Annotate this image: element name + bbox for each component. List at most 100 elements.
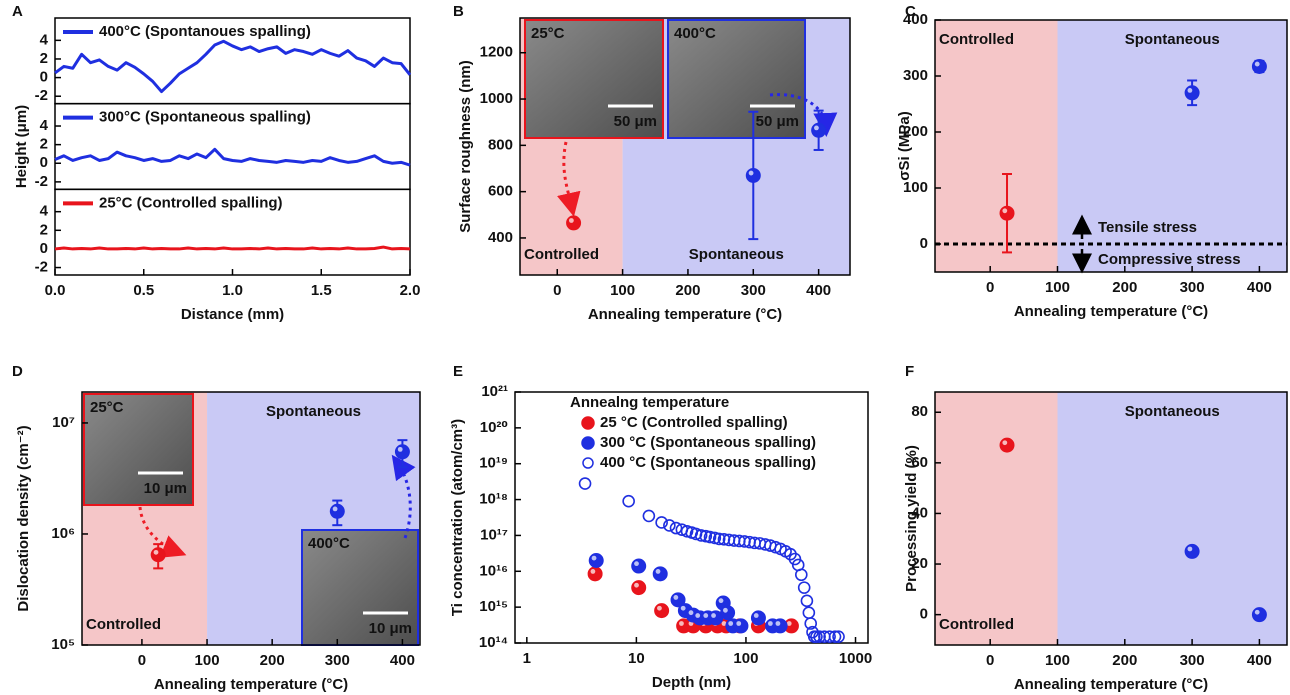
marker-highlight [748, 170, 754, 176]
y-tick-label: 0 [40, 69, 48, 86]
data-point [694, 529, 708, 542]
data-point [733, 618, 749, 634]
marker-highlight [655, 569, 661, 574]
x-tick-label: 300 [1180, 279, 1205, 296]
data-point [823, 630, 836, 643]
scale-label: 10 μm [369, 620, 412, 637]
data-point [811, 122, 827, 138]
region [935, 392, 1058, 645]
y-tick-label: 60 [911, 454, 928, 471]
data-point [1251, 607, 1267, 623]
scale-label: 10 μm [144, 480, 187, 497]
y-axis-label: Processing yield (%) [903, 445, 920, 592]
x-tick-label: 300 [325, 652, 350, 669]
data-point [1184, 85, 1200, 101]
x-tick-label: 0 [553, 282, 561, 299]
marker-highlight [657, 605, 662, 611]
data-point [703, 530, 717, 544]
marker-highlight [814, 125, 819, 131]
inset-label: 25°C [531, 25, 565, 42]
y-tick-label: 80 [911, 403, 928, 420]
data-point [680, 525, 694, 538]
marker-highlight [718, 598, 724, 604]
marker-highlight [728, 621, 734, 626]
region-label: Spontaneous [1125, 31, 1220, 48]
region [935, 20, 1058, 272]
data-point [642, 509, 656, 523]
y-tick-label: 0 [920, 235, 928, 252]
inset-image [83, 393, 194, 506]
marker-highlight [688, 610, 694, 616]
marker-highlight [397, 446, 403, 452]
data-point [1251, 58, 1267, 74]
x-axis-label: Distance (mm) [181, 306, 284, 323]
legend-label: 25 °C (Controlled spalling) [600, 414, 788, 431]
x-tick-label: 300 [741, 282, 766, 299]
marker-highlight [767, 621, 773, 626]
data-point [794, 568, 808, 582]
y-tick-label: 2 [40, 50, 48, 67]
region-label: Spontaneous [1125, 403, 1220, 420]
data-point [745, 167, 761, 183]
panel-label: E [453, 363, 463, 380]
data-point [810, 630, 823, 643]
data-point [772, 618, 788, 634]
data-point [788, 552, 802, 566]
marker-highlight [1002, 208, 1008, 214]
x-tick-label: 200 [260, 652, 285, 669]
marker-highlight [680, 605, 686, 611]
y-tick-label: 10¹⁸ [479, 491, 508, 508]
x-tick-label: 400 [1247, 652, 1272, 669]
x-tick-label: 10 [628, 650, 645, 667]
x-tick-label: 100 [733, 650, 758, 667]
data-point [631, 580, 647, 596]
dotted-arrow [557, 141, 581, 217]
data-point [813, 630, 826, 643]
data-line [54, 39, 412, 94]
data-point [631, 558, 647, 574]
x-tick-label: 100 [195, 652, 220, 669]
marker-highlight [1187, 546, 1193, 552]
x-tick-label: 100 [610, 282, 635, 299]
legend-label: 25°C (Controlled spalling) [99, 194, 283, 211]
panel-label: B [453, 3, 464, 20]
y-tick-label: 1200 [480, 44, 513, 61]
marker-highlight [723, 607, 728, 613]
x-axis-label: Annealing temperature (°C) [588, 306, 782, 323]
legend-label: 400 °C (Spontaneous spalling) [600, 454, 816, 471]
marker-highlight [775, 621, 781, 626]
y-axis-label: Surface roughness (nm) [457, 60, 474, 233]
inset-image [524, 19, 664, 139]
y-tick-label: 2 [40, 221, 48, 238]
data-point [797, 581, 811, 594]
y-tick-label: 10¹⁶ [479, 562, 508, 579]
marker-highlight [703, 613, 709, 618]
panel-label: C [905, 3, 916, 20]
y-tick-label: 10⁷ [52, 414, 75, 431]
marker-highlight [591, 555, 597, 561]
x-tick-label: 1.0 [222, 282, 243, 299]
inset-label: 400°C [308, 535, 350, 552]
marker-highlight [634, 582, 639, 588]
data-point [150, 547, 166, 563]
y-tick-label: 400 [903, 11, 928, 28]
data-point [720, 605, 736, 621]
marker-highlight [679, 621, 684, 626]
data-point [663, 519, 676, 532]
dotted-arrow [769, 93, 838, 137]
marker-highlight [736, 621, 742, 626]
marker-highlight [590, 569, 596, 574]
y-tick-label: 200 [903, 123, 928, 140]
data-point [832, 630, 845, 643]
data-point [828, 630, 842, 643]
y-tick-label: 10¹⁹ [479, 455, 508, 472]
marker-highlight [1002, 440, 1008, 446]
region-label: Spontaneous [266, 403, 361, 420]
data-point [654, 603, 670, 619]
data-point [804, 617, 818, 630]
y-tick-label: 10¹⁵ [479, 598, 508, 615]
annotation: Tensile stress [1098, 219, 1197, 236]
inset-label: 25°C [90, 399, 124, 416]
y-tick-label: 0 [920, 606, 928, 623]
